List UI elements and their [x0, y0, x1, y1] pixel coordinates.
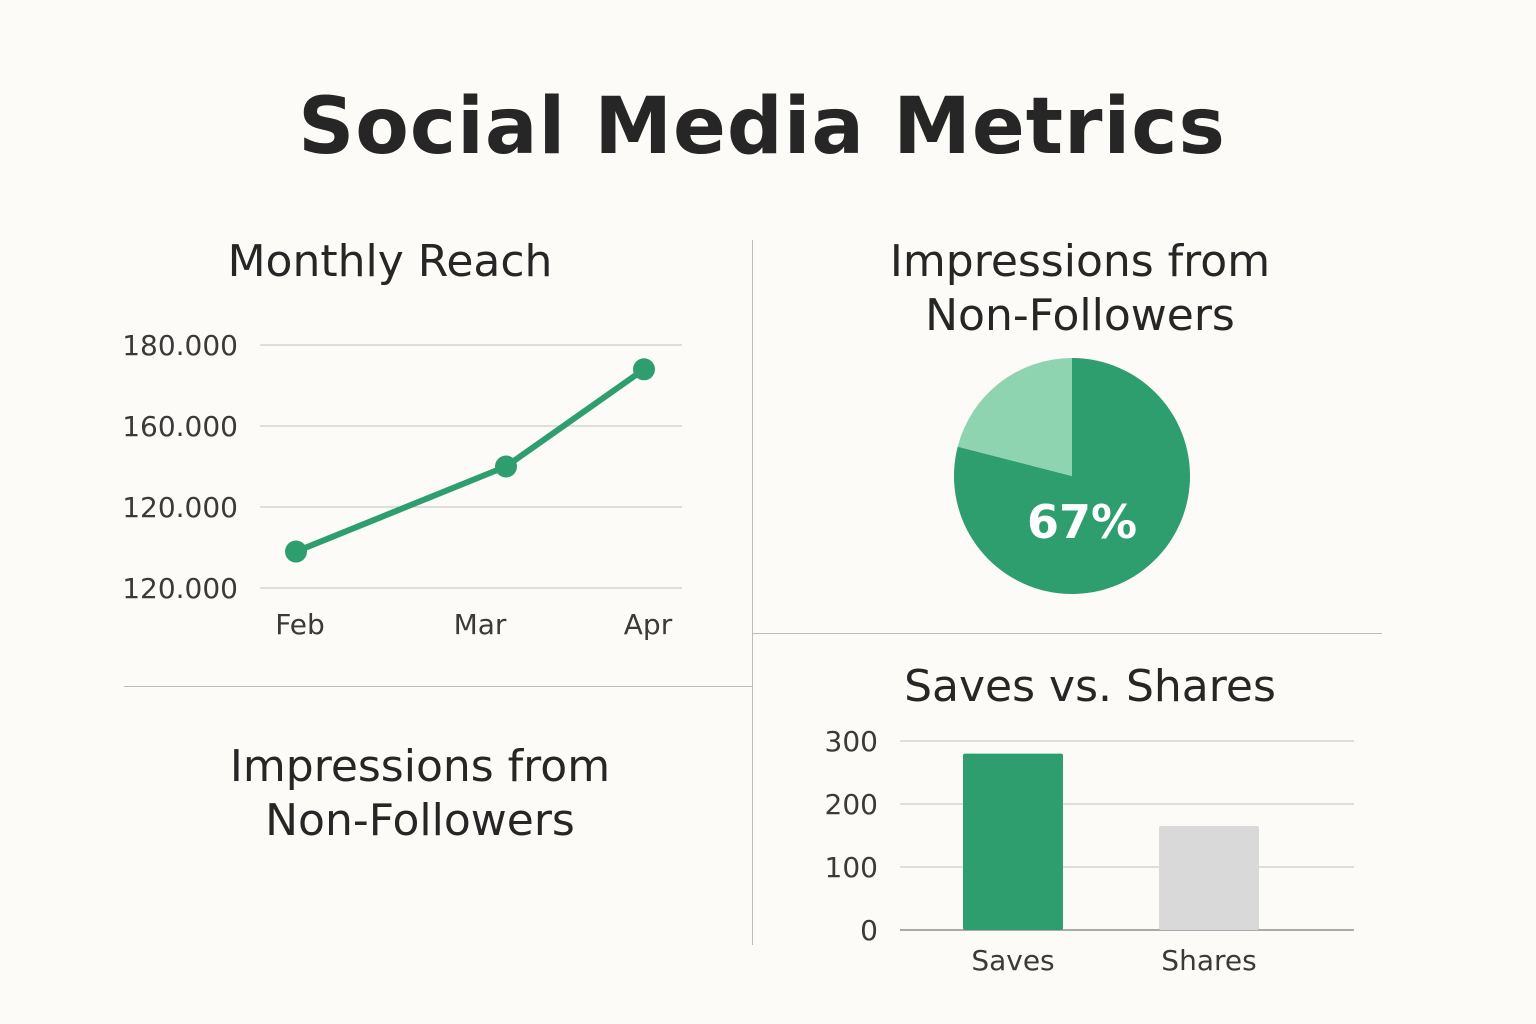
page-title: Social Media Metrics — [298, 82, 1226, 172]
y-tick-label: 100 — [825, 851, 878, 884]
bar-saves — [963, 753, 1063, 930]
data-point — [285, 540, 307, 563]
pie-slice — [957, 358, 1072, 476]
pie-data-label: 67% — [1027, 495, 1137, 549]
y-tick-label: 200 — [825, 788, 878, 821]
bar-shares — [1159, 826, 1259, 930]
pie-chart: 67% — [954, 358, 1190, 594]
x-tick-label: Apr — [624, 608, 673, 641]
x-tick-label: Shares — [1161, 944, 1256, 977]
y-tick-label: 300 — [825, 725, 878, 758]
bar-chart-title: Saves vs. Shares — [904, 661, 1276, 712]
y-tick-label: 0 — [860, 914, 878, 947]
y-tick-label: 120.000 — [122, 572, 238, 605]
divider-vertical — [752, 240, 753, 945]
divider-left — [124, 686, 752, 687]
pie-chart-title: Impressions from Non-Followers — [889, 236, 1271, 341]
y-tick-label: 120.000 — [122, 491, 238, 524]
x-tick-label: Saves — [971, 944, 1054, 977]
series-line — [294, 366, 646, 555]
divider-right — [752, 633, 1382, 634]
bar-chart: 0 100 200 300 Saves Shares — [825, 725, 1354, 977]
data-point — [633, 358, 655, 381]
line-chart: 120.000 120.000 160.000 180.000 Feb Mar Apr — [122, 329, 682, 641]
x-tick-label: Feb — [275, 608, 325, 641]
y-tick-label: 180.000 — [122, 329, 238, 362]
x-tick-label: Mar — [454, 608, 507, 641]
data-point — [495, 455, 517, 478]
lower-left-title: Impressions from Non-Followers — [229, 741, 611, 846]
y-tick-label: 160.000 — [122, 410, 238, 443]
line-chart-title: Monthly Reach — [227, 236, 553, 287]
